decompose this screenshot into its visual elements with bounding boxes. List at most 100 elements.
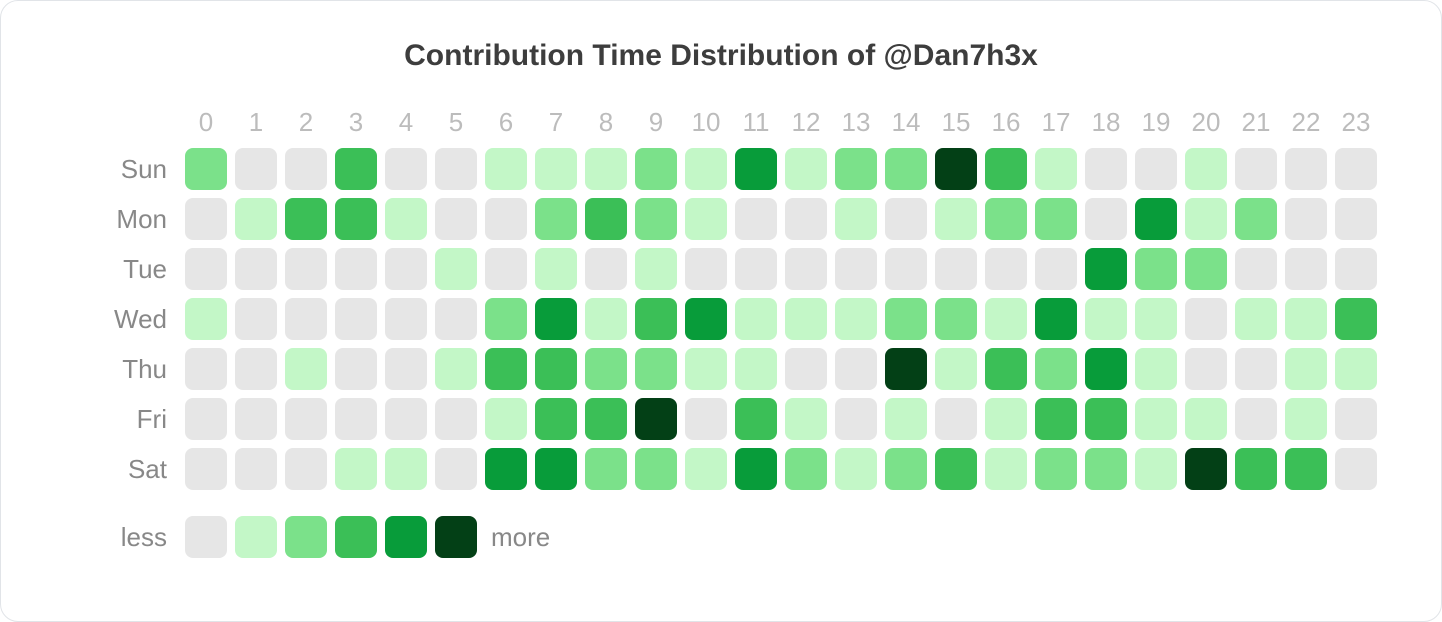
heatmap-row: Wed	[109, 294, 1381, 344]
heatmap-cell	[485, 348, 527, 390]
heatmap-cell	[685, 248, 727, 290]
heatmap-cell	[1035, 348, 1077, 390]
heatmap-cell	[935, 298, 977, 340]
heatmap-cell	[885, 448, 927, 490]
day-label: Sun	[109, 154, 181, 185]
heatmap-cell	[685, 348, 727, 390]
heatmap-cell	[335, 298, 377, 340]
legend-swatch	[335, 516, 377, 558]
heatmap-cell	[435, 198, 477, 240]
contribution-card: Contribution Time Distribution of @Dan7h…	[0, 0, 1442, 622]
heatmap-cell	[835, 398, 877, 440]
heatmap-cell	[1235, 248, 1277, 290]
hour-label: 15	[931, 107, 981, 138]
heatmap-cell	[235, 198, 277, 240]
heatmap-cell	[1085, 248, 1127, 290]
heatmap-cell	[285, 248, 327, 290]
heatmap-cell	[1285, 198, 1327, 240]
heatmap-cell	[685, 398, 727, 440]
heatmap-cell	[885, 298, 927, 340]
heatmap-cell	[985, 198, 1027, 240]
heatmap-cell	[1285, 148, 1327, 190]
legend-swatch	[185, 516, 227, 558]
heatmap-cell	[1335, 448, 1377, 490]
heatmap-cell	[285, 198, 327, 240]
heatmap-cell	[685, 148, 727, 190]
heatmap-cell	[1285, 248, 1327, 290]
heatmap-cell	[1185, 348, 1227, 390]
heatmap-cell	[335, 248, 377, 290]
heatmap-cell	[985, 248, 1027, 290]
heatmap-cell	[635, 398, 677, 440]
heatmap-cell	[885, 198, 927, 240]
hour-label: 0	[181, 107, 231, 138]
heatmap-cell	[635, 348, 677, 390]
heatmap-cell	[835, 248, 877, 290]
heatmap-cell	[235, 148, 277, 190]
heatmap-cell	[1085, 298, 1127, 340]
heatmap-row: Tue	[109, 244, 1381, 294]
heatmap-cell	[435, 148, 477, 190]
heatmap-cell	[435, 448, 477, 490]
heatmap-cell	[1335, 298, 1377, 340]
heatmap-cell	[1085, 198, 1127, 240]
legend-swatch	[285, 516, 327, 558]
heatmap-cell	[435, 298, 477, 340]
heatmap-cell	[1135, 298, 1177, 340]
legend-swatch	[385, 516, 427, 558]
hour-label: 6	[481, 107, 531, 138]
heatmap-cell	[185, 248, 227, 290]
heatmap-cell	[285, 148, 327, 190]
hour-label: 9	[631, 107, 681, 138]
heatmap-cell	[1035, 198, 1077, 240]
legend-swatch	[435, 516, 477, 558]
heatmap-cell	[485, 248, 527, 290]
heatmap-cell	[1235, 398, 1277, 440]
heatmap-cell	[1285, 398, 1327, 440]
heatmap-cell	[785, 298, 827, 340]
heatmap-cell	[735, 248, 777, 290]
hour-label: 18	[1081, 107, 1131, 138]
day-label: Wed	[109, 304, 181, 335]
heatmap-grid: 01234567891011121314151617181920212223 S…	[109, 107, 1381, 562]
heatmap-cell	[935, 348, 977, 390]
heatmap-cell	[785, 148, 827, 190]
heatmap-cell	[885, 398, 927, 440]
heatmap-row: Fri	[109, 394, 1381, 444]
hour-label: 20	[1181, 107, 1231, 138]
hour-label: 8	[581, 107, 631, 138]
heatmap-cell	[1185, 298, 1227, 340]
heatmap-rows: SunMonTueWedThuFriSat	[109, 144, 1381, 494]
heatmap-cell	[535, 198, 577, 240]
hour-label: 13	[831, 107, 881, 138]
heatmap-cell	[1285, 348, 1327, 390]
heatmap-cell	[335, 198, 377, 240]
heatmap-cell	[685, 198, 727, 240]
heatmap-row: Thu	[109, 344, 1381, 394]
hour-label: 2	[281, 107, 331, 138]
heatmap-cell	[635, 198, 677, 240]
legend: less more	[109, 512, 1381, 562]
heatmap-cell	[185, 398, 227, 440]
heatmap-cell	[685, 298, 727, 340]
hour-label: 1	[231, 107, 281, 138]
heatmap-cell	[1035, 298, 1077, 340]
heatmap-cell	[335, 448, 377, 490]
heatmap-cell	[485, 148, 527, 190]
heatmap-cell	[835, 448, 877, 490]
heatmap-cell	[735, 398, 777, 440]
heatmap-cell	[735, 348, 777, 390]
hour-label: 11	[731, 107, 781, 138]
heatmap-cell	[585, 148, 627, 190]
heatmap-cell	[1185, 198, 1227, 240]
heatmap-cell	[335, 398, 377, 440]
heatmap-cell	[485, 448, 527, 490]
heatmap-cell	[385, 398, 427, 440]
heatmap-cell	[685, 448, 727, 490]
heatmap-cell	[885, 148, 927, 190]
heatmap-cell	[485, 298, 527, 340]
hour-label: 16	[981, 107, 1031, 138]
heatmap-cell	[485, 198, 527, 240]
heatmap-cell	[535, 248, 577, 290]
heatmap-cell	[935, 148, 977, 190]
